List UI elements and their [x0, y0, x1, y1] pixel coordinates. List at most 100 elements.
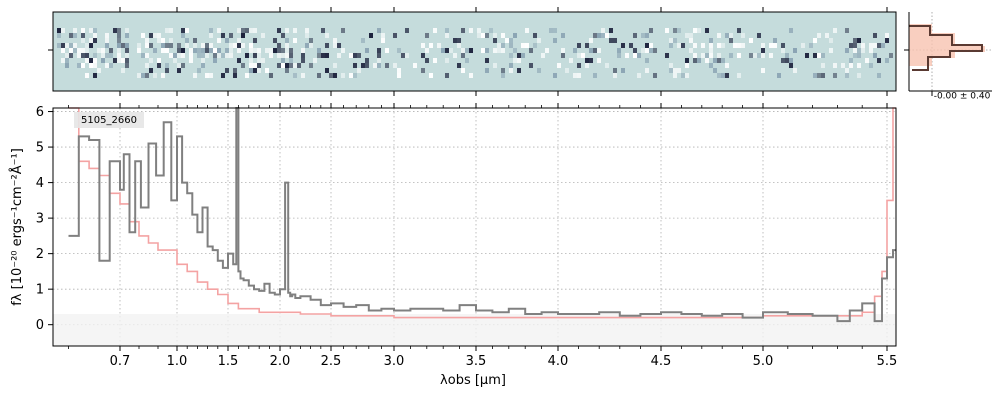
spectrum-2d-pixel [769, 43, 773, 48]
spectrum-2d-pixel [81, 48, 85, 53]
spectrum-2d-pixel [257, 63, 261, 68]
spectrum-2d-pixel [429, 43, 433, 48]
spectrum-2d-pixel [249, 48, 253, 53]
spectrum-2d-pixel [501, 68, 505, 73]
spectrum-2d-pixel [857, 63, 861, 68]
spectrum-2d-pixel [853, 48, 857, 53]
spectrum-2d-pixel [521, 53, 525, 58]
spectrum-2d-pixel [325, 43, 329, 48]
spectrum-2d-pixel [193, 48, 197, 53]
spectrum-2d-pixel [137, 48, 141, 53]
spectrum-2d-pixel [209, 33, 213, 38]
spectrum-2d-pixel [297, 63, 301, 68]
spectrum-2d-pixel [781, 58, 785, 63]
spectrum-2d-pixel [397, 73, 401, 78]
spectrum-2d-pixel [185, 28, 189, 33]
spectrum-2d-pixel [405, 28, 409, 33]
spectrum-2d-pixel [193, 38, 197, 43]
spectrum-2d-pixel [761, 53, 765, 58]
spectrum-2d-pixel [789, 63, 793, 68]
spectrum-2d-pixel [153, 33, 157, 38]
spectrum-2d-pixel [805, 53, 809, 58]
spectrum-2d-pixel [209, 43, 213, 48]
spectrum-2d-pixel [445, 28, 449, 33]
spectrum-2d-pixel [341, 73, 345, 78]
spectrum-2d-pixel [285, 63, 289, 68]
spectrum-2d-pixel [737, 53, 741, 58]
spectrum-2d-pixel [169, 38, 173, 43]
spectrum-2d-pixel [353, 73, 357, 78]
spectrum-2d-pixel [81, 38, 85, 43]
spectrum-2d-pixel [333, 63, 337, 68]
spectrum-2d-pixel [181, 53, 185, 58]
spectrum-2d-pixel [681, 43, 685, 48]
grid [53, 108, 896, 346]
spectrum-2d-pixel [217, 28, 221, 33]
spectrum-2d-pixel [453, 53, 457, 58]
spectrum-2d-pixel [245, 28, 249, 33]
flux-line [68, 107, 896, 323]
spectrum-2d-pixel [329, 73, 333, 78]
spectrum-2d-pixel [869, 48, 873, 53]
spectrum-2d-pixel [773, 38, 777, 43]
spectrum-2d-pixel [641, 33, 645, 38]
spectrum-2d-pixel [513, 58, 517, 63]
spectrum-2d-pixel [93, 53, 97, 58]
spectrum-2d-pixel [421, 68, 425, 73]
spectrum-2d-pixel [69, 43, 73, 48]
spectrum-2d-pixel [425, 58, 429, 63]
spectrum-2d-pixel [149, 43, 153, 48]
spectrum-2d-pixel [205, 48, 209, 53]
spectrum-2d-pixel [105, 38, 109, 43]
spectrum-2d-pixel [853, 38, 857, 43]
spectrum-2d-pixel [61, 48, 65, 53]
spectrum-2d-pixel [229, 53, 233, 58]
spectrum-2d-pixel [885, 58, 889, 63]
spectrum-2d-pixel [753, 53, 757, 58]
spectrum-2d-pixel [469, 73, 473, 78]
spectrum-2d-pixel [853, 43, 857, 48]
spectrum-2d-pixel [685, 33, 689, 38]
spectrum-2d-pixel [125, 48, 129, 53]
spectrum-2d-pixel [441, 48, 445, 53]
spectrum-2d-pixel [813, 73, 817, 78]
spectrum-2d-pixel [561, 48, 565, 53]
spectrum-2d-pixel [649, 28, 653, 33]
spectrum-2d-pixel [545, 48, 549, 53]
spectrum-2d-pixel [445, 73, 449, 78]
spectrum-2d-pixel [477, 28, 481, 33]
spectrum-2d-pixel [73, 43, 77, 48]
spectrum-2d-pixel [365, 48, 369, 53]
spectrum-2d-pixel [77, 53, 81, 58]
spectrum-2d-pixel [833, 28, 837, 33]
spectrum-2d-pixel [225, 53, 229, 58]
spectrum-2d-pixel [857, 73, 861, 78]
x-axis-label: λobs [μm] [440, 373, 506, 388]
spectrum-2d-pixel [277, 53, 281, 58]
spectrum-2d-pixel [597, 48, 601, 53]
spectrum-2d-pixel [81, 63, 85, 68]
spectrum-2d-pixel [113, 58, 117, 63]
spectrum-2d-pixel [265, 68, 269, 73]
spectrum-2d-pixel [705, 58, 709, 63]
spectrum-2d-pixel [857, 53, 861, 58]
spectrum-2d-pixel [621, 43, 625, 48]
spectrum-2d-pixel [721, 73, 725, 78]
spectrum-2d-pixel [377, 48, 381, 53]
spectrum-2d-pixel [397, 48, 401, 53]
spectrum-2d-pixel [841, 63, 845, 68]
spectrum-2d-pixel [189, 58, 193, 63]
spectrum-2d-pixel [61, 58, 65, 63]
spectrum-2d-pixel [693, 53, 697, 58]
spectrum-2d-pixel [69, 33, 73, 38]
spectrum-2d-pixel [377, 28, 381, 33]
spectrum-2d-pixel [617, 53, 621, 58]
spectrum-2d-pixel [65, 53, 69, 58]
spectrum-2d-pixel [749, 38, 753, 43]
spectrum-2d-pixel [257, 53, 261, 58]
spectrum-2d-pixel [309, 43, 313, 48]
spectrum-2d-pixel [309, 63, 313, 68]
spectrum-2d-pixel [153, 73, 157, 78]
spectrum-2d-pixel [377, 63, 381, 68]
spectrum-2d-pixel [889, 53, 893, 58]
